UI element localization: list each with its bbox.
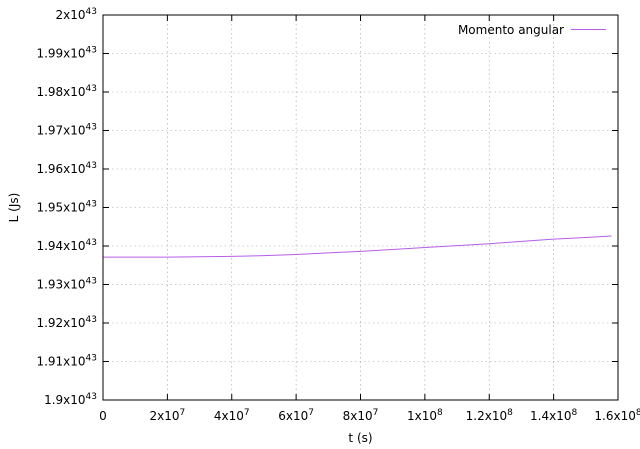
x-tick-labels: 0 2x107 4x107 6x107 8x107 1x108 1.2x108 1.4x108…: [99, 408, 640, 423]
x-tick-label: 0: [99, 409, 107, 423]
x-tick-label: 4x107: [214, 408, 250, 423]
y-tick-labels: 1.9x1043 1.91x1043 1.92x1043 1.93x1043 1.94x…: [36, 7, 97, 407]
y-tick-label: 1.97x1043: [36, 123, 97, 138]
x-tick-label: 2x107: [150, 408, 186, 423]
series-layer: [103, 235, 612, 258]
x-tick-label: 6x107: [278, 408, 314, 423]
tick-marks: [102, 14, 619, 401]
x-tick-label: 8x107: [343, 408, 379, 423]
x-tick-label: 1.6x108: [594, 408, 640, 423]
series-line: [103, 235, 612, 258]
y-tick-label: 1.94x1043: [36, 238, 97, 253]
y-tick-label: 1.96x1043: [36, 161, 97, 176]
y-tick-label: 1.92x1043: [36, 315, 97, 330]
y-tick-label: 1.9x1043: [44, 392, 97, 407]
y-tick-label: 1.91x1043: [36, 354, 97, 369]
x-tick-label: 1.2x108: [466, 408, 513, 423]
x-axis-label: t (s): [348, 431, 372, 445]
legend: Momento angular: [458, 23, 606, 37]
y-tick-label: 1.95x1043: [36, 200, 97, 215]
x-tick-label: 1x108: [407, 408, 443, 423]
y-tick-label: 2x1043: [56, 7, 97, 22]
x-tick-label: 1.4x108: [530, 408, 577, 423]
y-tick-label: 1.98x1043: [36, 84, 97, 99]
grid-lines: [103, 15, 618, 400]
y-tick-label: 1.93x1043: [36, 277, 97, 292]
y-tick-label: 1.99x1043: [36, 46, 97, 61]
y-axis-label: L (Js): [7, 193, 21, 223]
legend-label: Momento angular: [458, 23, 564, 37]
